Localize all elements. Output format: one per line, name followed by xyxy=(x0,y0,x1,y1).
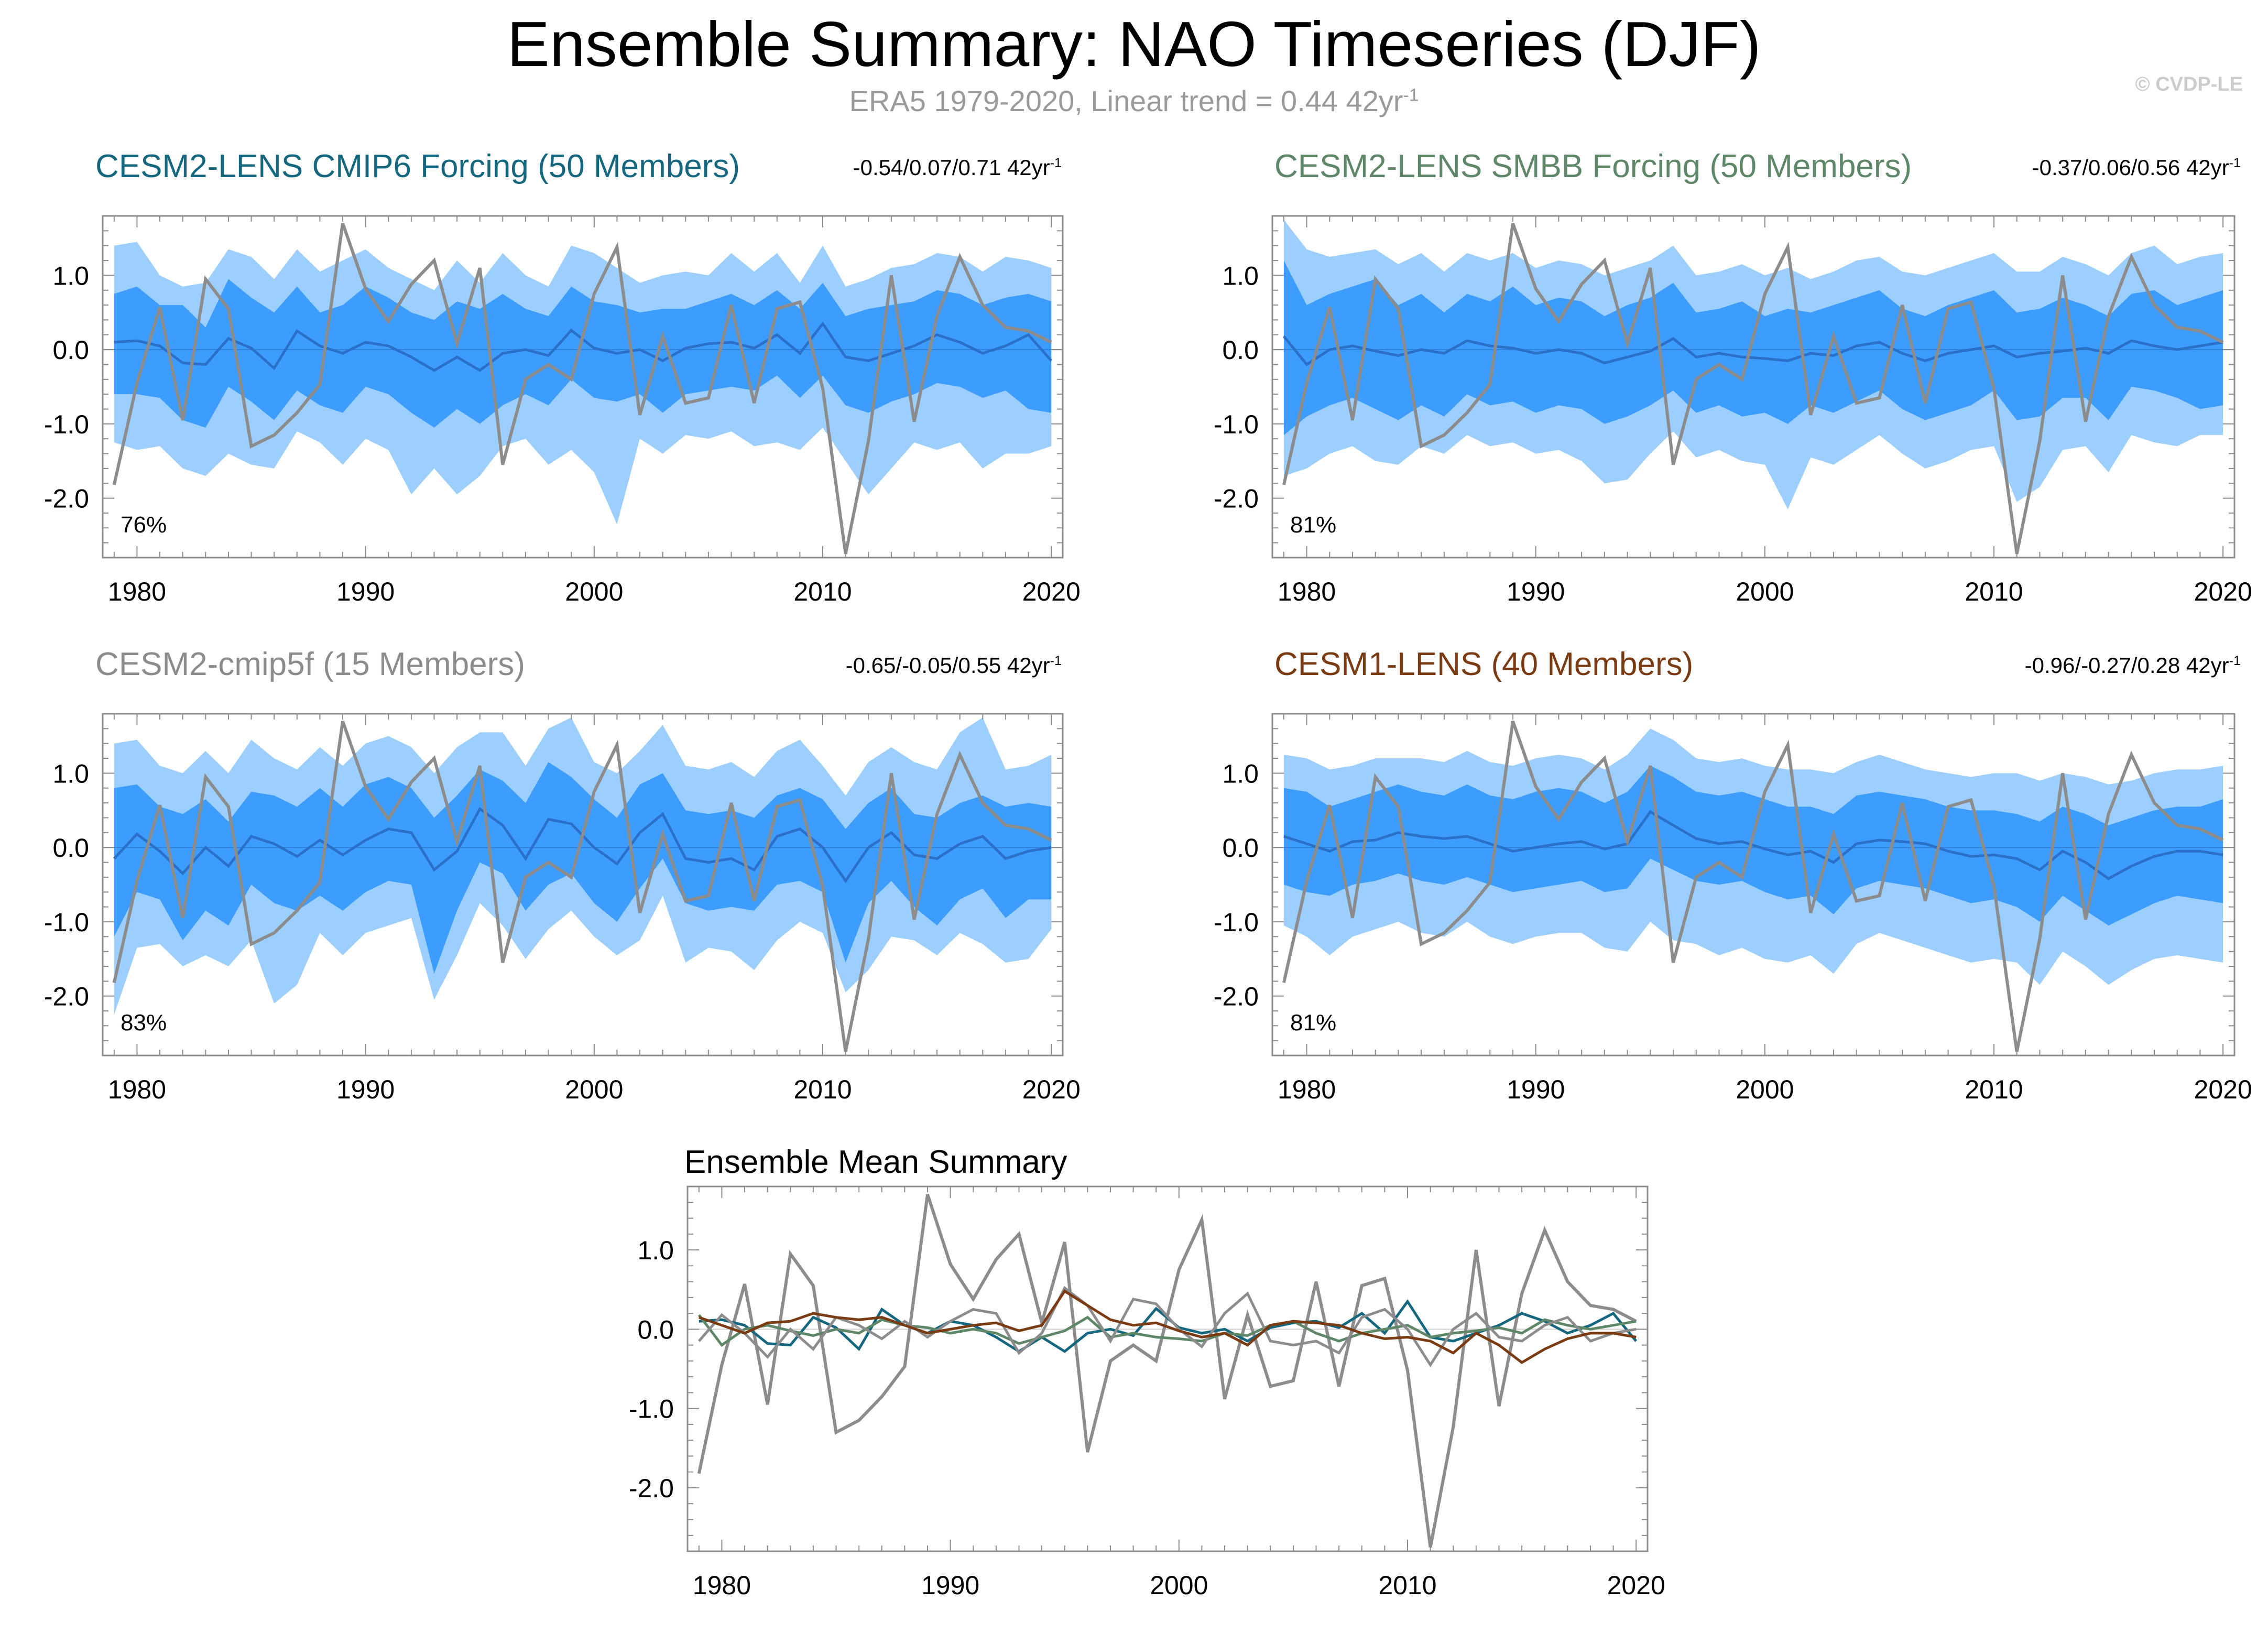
panel-1-trend-text: -0.54/0.07/0.71 42yr xyxy=(853,155,1050,180)
observed-line xyxy=(112,721,1052,1052)
panel-4-trend: -0.96/-0.27/0.28 42yr-1 xyxy=(2025,653,2241,678)
x-tick-label: 1990 xyxy=(921,1571,979,1600)
panel-1-trend: -0.54/0.07/0.71 42yr-1 xyxy=(853,155,1062,180)
ensemble-mean-line xyxy=(1283,810,2223,880)
x-tick-label: 1980 xyxy=(108,1075,166,1104)
x-tick-label: 2000 xyxy=(1736,577,1794,606)
plot-frame xyxy=(1271,215,2236,559)
y-tick-label: 1.0 xyxy=(637,1236,674,1265)
x-tick-label: 2010 xyxy=(793,577,852,606)
observed-line xyxy=(1282,223,2224,554)
subtitle-sup: -1 xyxy=(1403,85,1419,105)
y-tick-label: 1.0 xyxy=(52,261,89,290)
plot-frame xyxy=(1271,713,2236,1057)
panel-2-title: CESM2-LENS SMBB Forcing (50 Members) xyxy=(1274,148,1912,184)
subtitle-text: ERA5 1979-2020, Linear trend = 0.44 42yr xyxy=(849,84,1403,117)
x-tick-label: 2000 xyxy=(1736,1075,1794,1104)
percent-label: 81% xyxy=(1290,512,1336,538)
y-tick-label: -1.0 xyxy=(1214,908,1259,937)
plot-frame xyxy=(686,1185,1649,1552)
x-tick-label: 2010 xyxy=(793,1075,852,1104)
y-tick-label: -2.0 xyxy=(1214,484,1259,514)
x-tick-label: 2000 xyxy=(1150,1571,1208,1600)
panel-2-trend-text: -0.37/0.06/0.56 42yr xyxy=(2032,155,2229,180)
panel-3-title: CESM2-cmip5f (15 Members) xyxy=(95,646,525,682)
percent-label: 83% xyxy=(121,1010,167,1036)
x-tick-label: 2020 xyxy=(2194,577,2252,606)
panel-2-trend: -0.37/0.06/0.56 42yr-1 xyxy=(2032,155,2241,180)
percent-label: 81% xyxy=(1290,1010,1336,1036)
panel-1-title: CESM2-LENS CMIP6 Forcing (50 Members) xyxy=(95,148,740,184)
y-tick-label: 1.0 xyxy=(52,759,89,788)
percent-label: 76% xyxy=(121,512,167,538)
panel-4-trend-sup: -1 xyxy=(2229,654,2241,668)
panel-3-trend-sup: -1 xyxy=(1050,654,1062,668)
y-tick-label: -2.0 xyxy=(629,1474,674,1503)
series-line-3 xyxy=(697,1314,1637,1347)
x-tick-label: 2020 xyxy=(1022,577,1081,606)
y-tick-label: 0.0 xyxy=(1222,335,1259,365)
ensemble-mean-line xyxy=(1282,335,2223,366)
chart-panel-5: 1980 1990 2000 2010 2020 1.0 0.0 -1.0 -2.0 xyxy=(629,1185,1665,1600)
credit-watermark: © CVDP-LE xyxy=(2135,73,2243,95)
panel-2-trend-sup: -1 xyxy=(2229,156,2241,170)
x-tick-label: 2020 xyxy=(1607,1571,1665,1600)
x-tick-label: 1980 xyxy=(108,577,166,606)
x-tick-label: 1990 xyxy=(336,1075,395,1104)
y-tick-label: 0.0 xyxy=(52,335,89,365)
subtitle: ERA5 1979-2020, Linear trend = 0.44 42yr… xyxy=(0,84,2268,118)
observed-line xyxy=(1282,721,2224,1052)
panel-4-title: CESM1-LENS (40 Members) xyxy=(1274,646,1694,682)
main-title: Ensemble Summary: NAO Timeseries (DJF) xyxy=(507,8,1761,80)
y-tick-label: 0.0 xyxy=(637,1315,674,1344)
x-tick-label: 1980 xyxy=(1278,1075,1336,1104)
inner-percentile-band xyxy=(114,279,1052,428)
plot-frame xyxy=(102,215,1064,559)
y-tick-label: -2.0 xyxy=(44,484,89,514)
y-tick-label: 0.0 xyxy=(52,833,89,863)
x-tick-label: 2000 xyxy=(565,577,623,606)
inner-percentile-band xyxy=(1283,260,2223,436)
panel-3-trend-text: -0.65/-0.05/0.55 42yr xyxy=(845,653,1050,678)
chart-panel-3: 1980 1990 2000 2010 2020 1.0 0.0 -1.0 -2.0 83% xyxy=(44,713,1081,1104)
y-tick-label: 0.0 xyxy=(1222,833,1259,863)
panel-3-trend: -0.65/-0.05/0.55 42yr-1 xyxy=(846,653,1062,678)
y-tick-label: -1.0 xyxy=(629,1395,674,1424)
y-tick-label: -1.0 xyxy=(44,908,89,937)
x-tick-label: 1980 xyxy=(693,1571,751,1600)
x-tick-label: 2020 xyxy=(2194,1075,2252,1104)
y-tick-label: 1.0 xyxy=(1222,759,1259,788)
chart-panel-1: 1980 1990 2000 2010 2020 1.0 0.0 -1.0 -2.0 76% xyxy=(44,215,1081,606)
x-tick-label: 2020 xyxy=(1022,1075,1081,1104)
chart-panel-4: 1980 1990 2000 2010 2020 1.0 0.0 -1.0 -2.0 81% xyxy=(1214,713,2252,1104)
plot-frame xyxy=(102,713,1064,1057)
y-tick-label: -1.0 xyxy=(1214,410,1259,439)
series-line-4 xyxy=(697,1286,1637,1368)
panel-1-trend-sup: -1 xyxy=(1050,156,1062,170)
y-tick-label: -2.0 xyxy=(44,982,89,1011)
panel-4-trend-text: -0.96/-0.27/0.28 42yr xyxy=(2024,653,2229,678)
x-tick-label: 1980 xyxy=(1278,577,1336,606)
y-tick-label: -1.0 xyxy=(44,410,89,439)
x-tick-label: 1990 xyxy=(1507,1075,1565,1104)
x-tick-label: 2010 xyxy=(1378,1571,1436,1600)
x-tick-label: 1990 xyxy=(1507,577,1565,606)
observed-line xyxy=(112,223,1052,554)
series-line-1 xyxy=(697,1194,1637,1548)
series-line-5 xyxy=(698,1289,1637,1364)
x-tick-label: 2000 xyxy=(565,1075,623,1104)
y-tick-label: -2.0 xyxy=(1214,982,1259,1011)
summary-title: Ensemble Mean Summary xyxy=(684,1144,1067,1180)
x-tick-label: 2010 xyxy=(1965,577,2023,606)
x-tick-label: 1990 xyxy=(336,577,395,606)
chart-panel-2: 1980 1990 2000 2010 2020 1.0 0.0 -1.0 -2.0 81% xyxy=(1214,215,2252,606)
inner-percentile-band xyxy=(114,762,1052,974)
y-tick-label: 1.0 xyxy=(1222,261,1259,290)
x-tick-label: 2010 xyxy=(1965,1075,2023,1104)
